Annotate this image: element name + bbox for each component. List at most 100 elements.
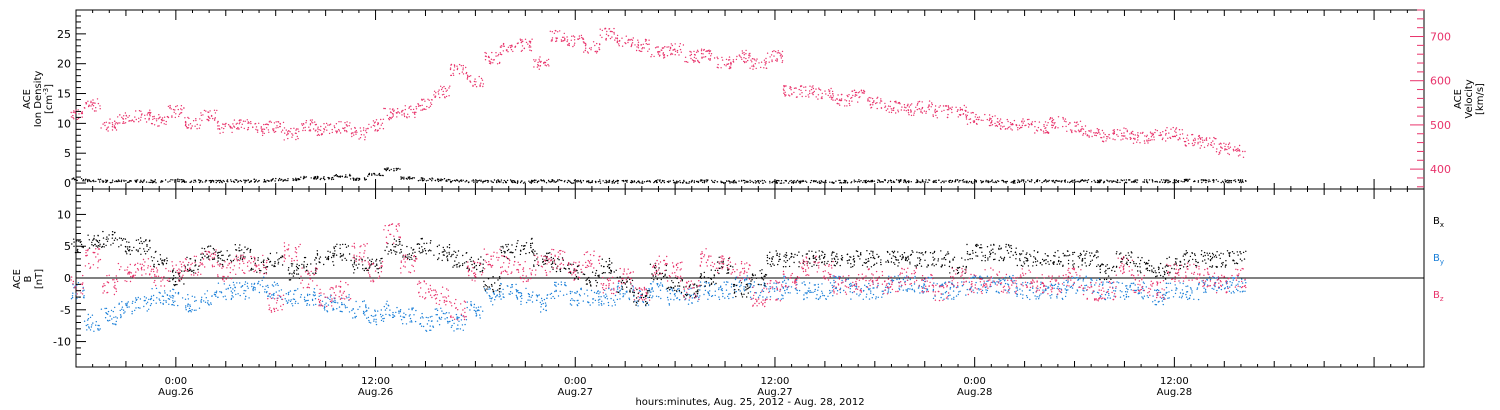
by-point (1034, 295, 1036, 297)
by-point (656, 284, 659, 286)
velocity-point (811, 86, 813, 88)
by-point (120, 315, 122, 317)
velocity-point (846, 105, 848, 107)
by-point (728, 297, 730, 300)
velocity-point (1181, 133, 1184, 135)
velocity-point (325, 122, 328, 125)
by-point (336, 308, 338, 310)
by-point (215, 292, 218, 294)
velocity-point (1134, 134, 1136, 136)
ion-density-point (1093, 179, 1095, 182)
by-point (177, 293, 179, 295)
by-point (195, 309, 197, 311)
ion-density-point (1027, 179, 1029, 181)
by-point (119, 309, 121, 312)
by-point (909, 288, 911, 290)
by-point (821, 290, 823, 292)
ion-density-point (599, 182, 602, 184)
by-point (1211, 287, 1213, 290)
velocity-point (990, 122, 992, 124)
velocity-point (179, 112, 182, 114)
ion-density-point (1035, 180, 1038, 183)
by-point (1032, 292, 1035, 294)
by-point (382, 320, 385, 322)
by-point (399, 315, 402, 317)
velocity-point (283, 139, 285, 141)
velocity-point (372, 124, 375, 127)
by-point (796, 292, 798, 294)
by-point (134, 301, 136, 303)
velocity-point (1075, 122, 1078, 124)
by-point (947, 298, 949, 300)
by-point (666, 290, 669, 292)
by-point (509, 293, 511, 295)
by-point (834, 287, 836, 289)
by-point (393, 315, 395, 317)
ion-density-point (967, 182, 969, 184)
ion-density-point (88, 179, 91, 181)
velocity-point (363, 134, 365, 136)
by-point (252, 288, 254, 290)
velocity-point (321, 133, 323, 135)
ion-density-point (105, 181, 107, 183)
by-point (459, 328, 462, 330)
ion-density-point (86, 179, 89, 182)
velocity-point (559, 30, 561, 32)
velocity-point (561, 36, 564, 38)
by-point (782, 295, 784, 297)
ion-density-point (903, 179, 905, 182)
velocity-point (365, 128, 367, 130)
ion-density-point (185, 181, 187, 183)
velocity-point (161, 119, 163, 121)
velocity-point (1011, 129, 1013, 131)
velocity-point (776, 59, 779, 61)
velocity-point (350, 128, 352, 130)
ion-density-point (390, 168, 392, 171)
by-point (1022, 282, 1024, 284)
velocity-point (666, 55, 669, 57)
velocity-point (574, 42, 576, 44)
velocity-point (863, 90, 865, 93)
ion-density-point (210, 181, 212, 183)
by-point (293, 289, 296, 292)
by-point (411, 307, 413, 309)
velocity-point (946, 116, 949, 119)
by-point (132, 300, 134, 303)
by-point (169, 290, 171, 292)
by-point (276, 282, 278, 285)
by-point (1053, 287, 1055, 289)
velocity-point (855, 91, 858, 94)
ion-density-point (170, 179, 172, 181)
velocity-point (1052, 124, 1055, 127)
velocity-point (801, 92, 803, 94)
velocity-point (237, 126, 239, 129)
velocity-point (1229, 146, 1232, 148)
velocity-point (798, 88, 800, 91)
by-point (902, 278, 905, 281)
ion-density-point (492, 181, 494, 184)
velocity-point (708, 49, 710, 51)
by-point (1119, 290, 1122, 292)
by-point (405, 314, 407, 316)
ion-density-point (450, 181, 452, 184)
velocity-point (452, 72, 454, 75)
velocity-point (167, 116, 170, 119)
by-point (392, 316, 395, 318)
ion-density-point (898, 181, 900, 183)
velocity-point (1052, 119, 1055, 121)
ion-density-point (265, 181, 267, 183)
ion-density-point (1151, 179, 1154, 181)
by-point (456, 328, 458, 330)
velocity-point (840, 98, 843, 100)
velocity-point (295, 129, 297, 131)
by-point (246, 282, 249, 284)
velocity-point (905, 107, 907, 109)
ion-density-point (819, 182, 821, 184)
by-point (131, 310, 133, 313)
velocity-point (588, 47, 591, 49)
by-point (521, 297, 523, 300)
velocity-point (607, 35, 610, 37)
ion-density-point (829, 181, 831, 183)
by-point (603, 303, 605, 305)
by-point (744, 278, 746, 281)
